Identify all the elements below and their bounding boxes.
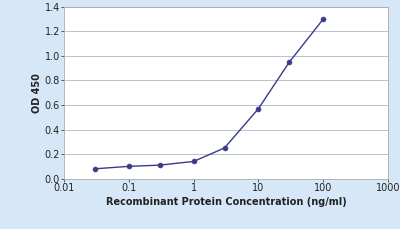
Y-axis label: OD 450: OD 450 bbox=[32, 73, 42, 113]
X-axis label: Recombinant Protein Concentration (ng/ml): Recombinant Protein Concentration (ng/ml… bbox=[106, 197, 346, 207]
